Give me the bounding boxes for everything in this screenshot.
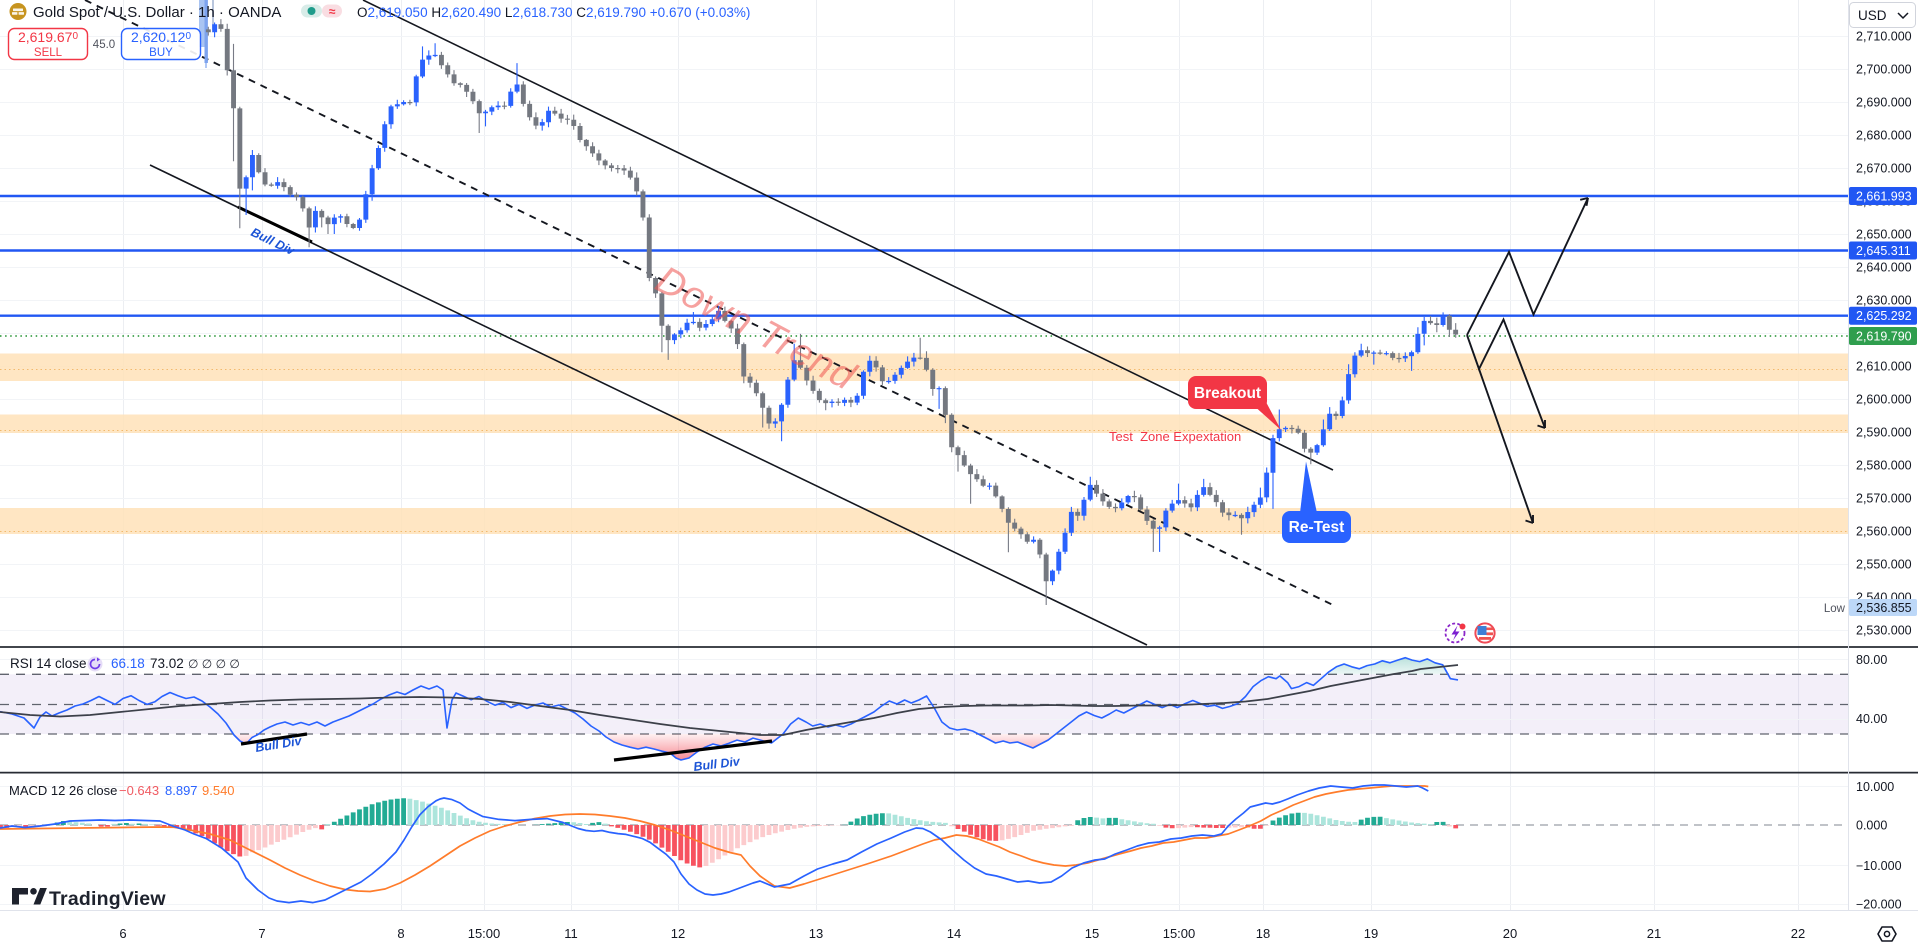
svg-text:−0.643: −0.643	[119, 783, 159, 798]
svg-text:2,680.000: 2,680.000	[1856, 129, 1912, 143]
svg-text:19: 19	[1364, 926, 1378, 941]
svg-text:−10.000: −10.000	[1856, 859, 1902, 873]
svg-text:2,610.000: 2,610.000	[1856, 360, 1912, 374]
svg-text:2,690.000: 2,690.000	[1856, 96, 1912, 110]
svg-text:2,560.000: 2,560.000	[1856, 525, 1912, 539]
svg-text:2,619.670: 2,619.670	[18, 29, 79, 45]
svg-text:13: 13	[809, 926, 823, 941]
svg-text:2,590.000: 2,590.000	[1856, 426, 1912, 440]
svg-text:8: 8	[397, 926, 404, 941]
svg-text:2,661.993: 2,661.993	[1856, 190, 1912, 204]
svg-text:2,600.000: 2,600.000	[1856, 393, 1912, 407]
svg-text:O2,619.050 H2,620.490 L2,618.7: O2,619.050 H2,620.490 L2,618.730 C2,619.…	[357, 5, 750, 20]
svg-text:45.0: 45.0	[93, 39, 115, 51]
svg-text:0.000: 0.000	[1856, 819, 1887, 833]
svg-text:2,619.790: 2,619.790	[1856, 330, 1912, 344]
svg-text:2,530.000: 2,530.000	[1856, 624, 1912, 638]
svg-text:14: 14	[947, 926, 961, 941]
svg-text:2,625.292: 2,625.292	[1856, 309, 1912, 323]
svg-text:Low: Low	[1824, 603, 1846, 615]
svg-text:2,650.000: 2,650.000	[1856, 228, 1912, 242]
svg-text:15:00: 15:00	[1163, 926, 1196, 941]
svg-text:2,640.000: 2,640.000	[1856, 261, 1912, 275]
svg-text:80.00: 80.00	[1856, 653, 1887, 667]
svg-text:USD: USD	[1858, 8, 1887, 23]
svg-text:10.000: 10.000	[1856, 780, 1894, 794]
svg-text:2,620.120: 2,620.120	[131, 29, 192, 45]
svg-text:2,570.000: 2,570.000	[1856, 492, 1912, 506]
svg-text:Re-Test: Re-Test	[1289, 519, 1345, 536]
svg-text:7: 7	[258, 926, 265, 941]
svg-text:20: 20	[1503, 926, 1517, 941]
svg-text:2,630.000: 2,630.000	[1856, 294, 1912, 308]
svg-text:11: 11	[564, 926, 578, 941]
svg-text:2,536.855: 2,536.855	[1856, 601, 1912, 615]
svg-text:2,550.000: 2,550.000	[1856, 558, 1912, 572]
svg-text:2,645.311: 2,645.311	[1856, 244, 1911, 258]
svg-text:2,670.000: 2,670.000	[1856, 162, 1912, 176]
svg-text:66.18: 66.18	[111, 656, 145, 671]
svg-text:≈: ≈	[329, 5, 336, 19]
svg-text:73.02: 73.02	[150, 656, 184, 671]
svg-text:15:00: 15:00	[468, 926, 501, 941]
svg-text:Bull Div: Bull Div	[693, 754, 742, 774]
svg-text:40.00: 40.00	[1856, 712, 1887, 726]
svg-text:9.540: 9.540	[202, 783, 235, 798]
svg-text:2,580.000: 2,580.000	[1856, 459, 1912, 473]
svg-text:2,710.000: 2,710.000	[1856, 30, 1912, 44]
svg-text:Gold Spot / U.S. Dollar · 1h ·: Gold Spot / U.S. Dollar · 1h · OANDA	[33, 4, 281, 21]
svg-text:Test Zone Expextation: Test Zone Expextation	[1109, 429, 1241, 444]
svg-text:−20.000: −20.000	[1856, 898, 1902, 912]
svg-text:21: 21	[1647, 926, 1661, 941]
svg-text:∅ ∅ ∅ ∅: ∅ ∅ ∅ ∅	[188, 657, 240, 671]
svg-text:RSI 14 close: RSI 14 close	[10, 656, 87, 671]
svg-text:8.897: 8.897	[165, 783, 198, 798]
svg-text:18: 18	[1256, 926, 1270, 941]
svg-text:15: 15	[1085, 926, 1099, 941]
svg-text:22: 22	[1791, 926, 1805, 941]
svg-text:12: 12	[671, 926, 685, 941]
svg-text:SELL: SELL	[34, 47, 63, 59]
svg-text:6: 6	[119, 926, 126, 941]
svg-text:Breakout: Breakout	[1194, 385, 1261, 402]
svg-text:BUY: BUY	[149, 47, 173, 59]
svg-text:TradingView: TradingView	[49, 888, 166, 910]
svg-text:2,700.000: 2,700.000	[1856, 63, 1912, 77]
svg-text:MACD 12 26 close: MACD 12 26 close	[9, 783, 117, 798]
